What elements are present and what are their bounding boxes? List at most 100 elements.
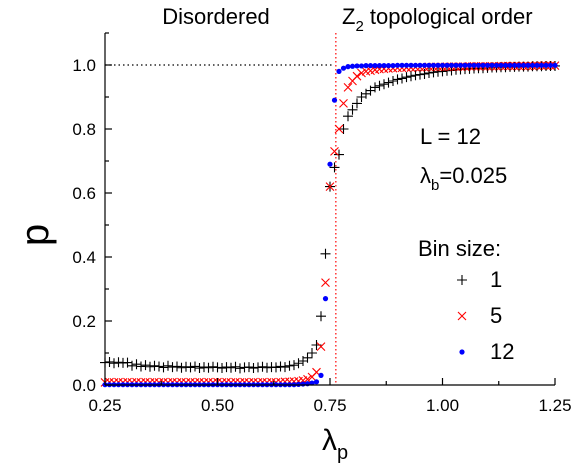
x-axis-label-lambda: λ: [322, 424, 337, 457]
data-point: [212, 362, 223, 373]
data-point: [104, 356, 115, 367]
region-label-suffix: topological order: [364, 4, 533, 29]
data-point: [172, 361, 182, 372]
x-tick-label: 1.25: [538, 396, 571, 415]
y-tick-label: 0.6: [72, 184, 96, 203]
data-point: [430, 62, 437, 68]
data-point: [248, 363, 259, 374]
data-point: [334, 124, 344, 134]
data-point: [331, 97, 338, 103]
data-point: [140, 360, 151, 371]
data-point: [199, 362, 209, 373]
data-point: [385, 63, 392, 69]
data-point: [516, 62, 522, 68]
param-lambda-sub: b: [431, 177, 439, 194]
x-tick-label: 0.25: [88, 396, 121, 415]
data-point: [244, 362, 254, 373]
data-point: [194, 363, 205, 374]
reference-lines: [105, 33, 337, 385]
series-bin-5: [100, 61, 560, 387]
param-lambda-b: λb=0.025: [420, 163, 507, 194]
data-point: [257, 361, 268, 372]
legend-label: 12: [490, 339, 514, 364]
param-l: L = 12: [420, 124, 481, 149]
data-point: [538, 62, 545, 68]
data-point: [397, 73, 407, 84]
data-point: [109, 358, 119, 369]
data-point: [388, 76, 398, 86]
x-tick-label: 0.50: [201, 396, 234, 415]
data-point: [370, 82, 380, 93]
data-point: [316, 311, 326, 322]
legend-item-12: 12: [459, 339, 514, 364]
data-point: [399, 62, 405, 68]
data-point: [280, 362, 290, 373]
data-point: [401, 72, 412, 83]
data-point: [309, 380, 315, 386]
legend-item-1: 1: [457, 267, 502, 292]
data-point: [235, 363, 245, 374]
data-point: [543, 62, 549, 68]
data-point: [221, 362, 232, 373]
data-point: [226, 362, 236, 373]
data-point: [484, 62, 491, 68]
data-point: [466, 62, 473, 68]
data-point: [453, 62, 459, 68]
data-point: [334, 149, 344, 160]
data-point: [437, 66, 448, 77]
data-point: [343, 83, 353, 92]
legend-label: 1: [490, 267, 502, 292]
data-point: [302, 352, 313, 363]
data-point: [318, 372, 324, 378]
param-lambda-symbol: λ: [420, 163, 431, 188]
data-point: [475, 62, 482, 68]
data-point: [345, 64, 351, 70]
x-tick-label: 0.75: [313, 396, 346, 415]
data-point: [347, 104, 358, 115]
data-point: [154, 361, 164, 372]
data-point: [457, 62, 464, 68]
data-point: [511, 62, 518, 68]
data-point: [363, 63, 369, 69]
x-tick-label: 1.00: [426, 396, 459, 415]
data-point: [415, 69, 425, 80]
data-point: [343, 111, 353, 122]
data-point: [217, 363, 227, 374]
data-point: [313, 379, 320, 385]
data-point: [352, 98, 362, 109]
region-label-topological: Z2 topological order: [342, 4, 533, 35]
data-point: [444, 62, 450, 68]
data-point: [253, 362, 263, 373]
data-point: [158, 362, 169, 373]
data-point: [185, 362, 196, 373]
data-point: [408, 62, 414, 68]
data-point: [493, 62, 500, 68]
data-point: [271, 362, 281, 373]
x-axis-label: λp: [322, 424, 348, 464]
data-point: [176, 362, 187, 373]
data-point: [424, 68, 434, 78]
data-point: [406, 71, 416, 82]
data-point: [552, 62, 558, 68]
data-point: [340, 65, 347, 71]
data-point: [322, 296, 329, 302]
data-point: [354, 63, 360, 69]
data-point: [163, 360, 173, 371]
data-point: [338, 124, 349, 134]
legend-item-5: 5: [457, 303, 502, 328]
data-point: [367, 63, 374, 69]
data-point: [390, 63, 396, 69]
region-label-z-sub: 2: [355, 18, 363, 35]
data-point: [230, 361, 241, 372]
data-point: [410, 70, 421, 81]
y-tick-label: 0.8: [72, 120, 96, 139]
y-tick-label: 0.2: [72, 312, 96, 331]
data-point: [439, 62, 446, 68]
data-point: [383, 77, 394, 88]
region-label-disordered: Disordered: [162, 4, 270, 29]
data-point: [529, 62, 536, 68]
data-point: [339, 99, 348, 108]
data-point: [489, 62, 495, 68]
y-tick-label: 0.4: [72, 248, 96, 267]
